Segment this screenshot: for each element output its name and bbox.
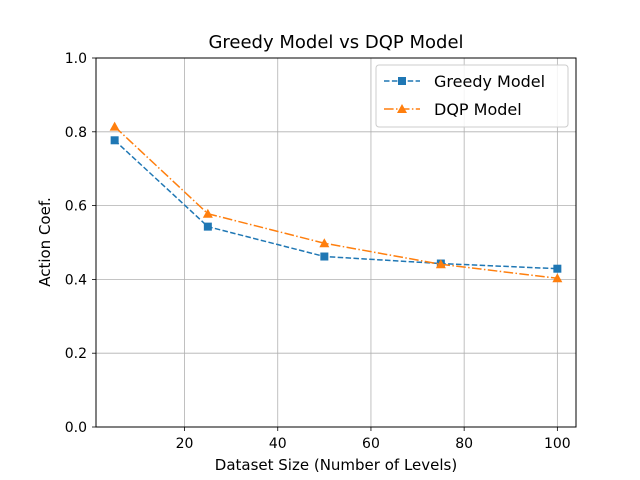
data-point	[320, 252, 329, 261]
legend-entry: DQP Model	[384, 100, 522, 119]
data-point	[202, 208, 213, 218]
x-tick-label: 20	[176, 436, 194, 452]
y-tick-label: 0.4	[65, 272, 87, 288]
data-point	[319, 238, 330, 248]
data-point	[110, 136, 119, 145]
legend: Greedy Model DQP Model	[375, 64, 569, 128]
data-point	[552, 273, 563, 283]
x-tick-label: 60	[362, 436, 380, 452]
legend-marker	[398, 77, 406, 85]
x-axis-label: Dataset Size (Number of Levels)	[215, 456, 457, 474]
x-tick-label: 40	[269, 436, 287, 452]
y-axis-label: Action Coef.	[36, 197, 54, 287]
y-tick-label: 0.8	[65, 125, 87, 141]
x-axis-ticks: 20 40 60 80 100	[176, 427, 571, 452]
y-tick-label: 1.0	[65, 51, 87, 67]
series-layer	[109, 121, 563, 283]
series-line	[114, 139, 558, 270]
y-tick-label: 0.6	[65, 199, 87, 215]
series-1	[109, 121, 563, 283]
legend-entry: Greedy Model	[384, 72, 545, 91]
legend-box	[375, 64, 569, 128]
chart-title: Greedy Model vs DQP Model	[208, 32, 463, 53]
data-point	[203, 222, 212, 231]
legend-marker	[397, 104, 407, 113]
x-tick-label: 100	[544, 436, 571, 452]
y-tick-label: 0.0	[65, 420, 87, 436]
x-tick-label: 80	[455, 436, 473, 452]
plot-area-frame	[95, 57, 577, 428]
y-tick-label: 0.2	[65, 346, 87, 362]
legend-label: DQP Model	[434, 100, 522, 119]
data-point	[435, 259, 446, 269]
y-axis-ticks: 0.0 0.2 0.4 0.6 0.8 1.0	[65, 51, 96, 436]
data-point	[109, 121, 120, 131]
series-0	[110, 136, 562, 273]
legend-label: Greedy Model	[434, 72, 545, 91]
data-point	[553, 264, 562, 273]
